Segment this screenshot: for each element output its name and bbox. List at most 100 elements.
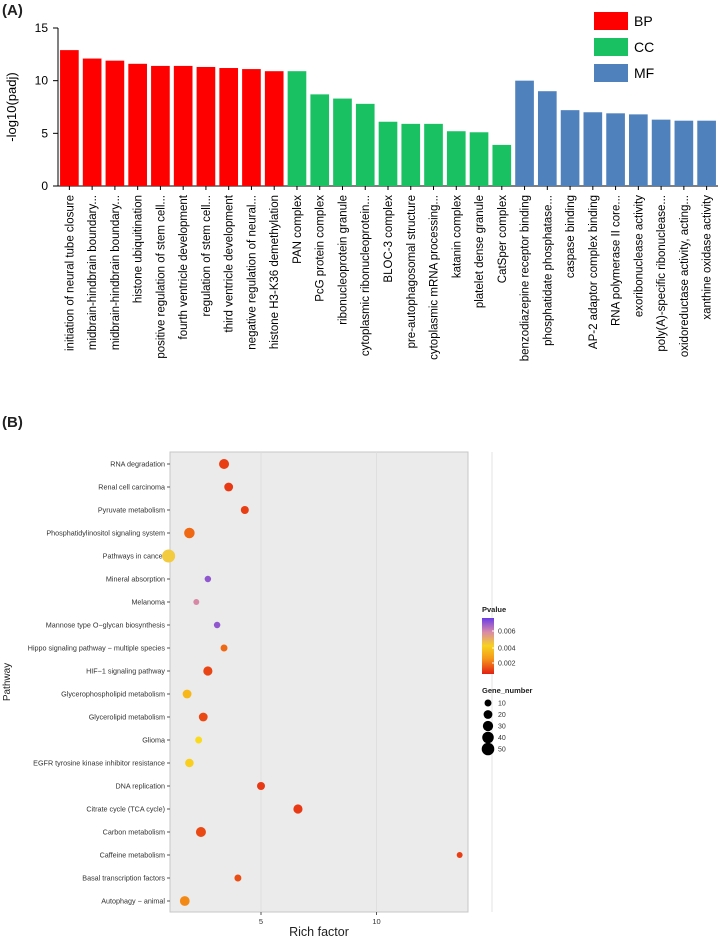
plot-panel (169, 451, 469, 913)
x-tick-label: ribonucleoprotein granule (337, 195, 349, 325)
bar (560, 110, 580, 186)
x-tick-label: phosphatidate phosphatase... (542, 195, 554, 346)
size-legend-dot (482, 720, 494, 732)
bar (60, 50, 79, 187)
colorbar-title: Pvalue (482, 605, 506, 614)
x-tick-label: cytoplasmic ribonucleoprotein... (360, 195, 372, 356)
bar (606, 113, 625, 186)
size-legend-label: 40 (498, 735, 506, 742)
data-point (193, 599, 200, 605)
y-tick-label: Phosphatidylinositol signaling system (46, 529, 165, 538)
y-tick-label: Hippo signaling pathway − multiple speci… (28, 644, 166, 653)
data-point (234, 874, 242, 882)
bar (697, 120, 716, 186)
legend-label: BP (634, 13, 653, 29)
size-legend-label: 20 (498, 712, 506, 719)
y-tick-label: RNA degradation (110, 460, 165, 469)
bar (333, 98, 352, 186)
x-tick-label: PAN complex (292, 195, 304, 264)
x-tick-label: xanthine oxidase activity (702, 195, 714, 320)
size-legend-label: 50 (498, 747, 506, 754)
bar (424, 123, 443, 186)
y-tick-label: HIF−1 signaling pathway (86, 667, 165, 676)
y-tick-label: 5 (41, 126, 48, 140)
y-tick-label: Basal transcription factors (82, 874, 165, 883)
size-legend-dot (483, 710, 493, 719)
y-tick-label: Pathways in cancer (103, 552, 166, 561)
bar (515, 80, 534, 186)
x-tick-label: negative regulation of neural... (246, 195, 258, 350)
y-tick-label: Autophagy − animal (101, 897, 165, 906)
x-tick-label: midbrain-hindbrain boundary... (87, 195, 99, 350)
bar (264, 71, 284, 186)
x-tick-label: histone ubiquitination (133, 195, 145, 303)
bar (401, 123, 421, 186)
y-tick-label: Melanoma (131, 598, 165, 607)
legend-label: MF (634, 65, 654, 81)
y-tick-label: Pyruvate metabolism (98, 506, 165, 515)
bar (537, 91, 557, 186)
y-tick-label: Carbon metabolism (103, 828, 165, 837)
bar (629, 114, 648, 186)
x-tick-label: poly(A)-specific ribonuclease... (656, 195, 668, 352)
x-tick-label: histone H3-K36 demethylation (269, 195, 281, 349)
x-tick-label: cytoplasmic mRNA processing... (429, 195, 441, 360)
colorbar-tick-label: 0.002 (498, 661, 516, 668)
y-tick-label: Caffeine metabolism (100, 851, 165, 860)
x-tick-label: pre-autophagosomal structure (406, 195, 418, 348)
bar (310, 94, 330, 186)
x-tick-label: platelet dense granule (474, 195, 486, 308)
size-legend-title: Gene_number (482, 686, 533, 695)
data-point (293, 804, 303, 814)
bar (196, 66, 216, 186)
data-point (195, 826, 206, 838)
x-tick-label: regulation of stem cell... (201, 195, 213, 316)
colorbar (482, 618, 494, 674)
x-axis-title: Rich factor (289, 925, 349, 936)
data-point (456, 852, 463, 858)
y-axis-title: -log10(padj) (4, 72, 19, 141)
y-tick-label: Renal cell carcinoma (98, 483, 165, 492)
bar (446, 131, 466, 186)
y-tick-label: 15 (35, 21, 49, 35)
y-tick-label: Glycerolipid metabolism (89, 713, 165, 722)
panel-a-label: (A) (2, 2, 23, 19)
bar (583, 112, 603, 186)
data-point (185, 758, 194, 768)
size-legend-label: 10 (498, 701, 506, 708)
data-point (240, 506, 249, 514)
y-axis-title: Pathway (2, 663, 13, 701)
bar (219, 68, 239, 186)
legend-swatch (594, 38, 628, 56)
data-point (162, 549, 176, 563)
scatter-chart: 5 10 RNA degradation Renal cell carcinoma Py… (2, 451, 533, 936)
legend-swatch (594, 64, 628, 82)
x-tick-label: benzodiazepine receptor binding (520, 195, 532, 361)
bar (378, 121, 398, 186)
x-tick-label: fourth ventricle development (178, 194, 190, 339)
bar (151, 65, 170, 186)
x-tick-label: initiation of neural tube closure (64, 195, 76, 351)
panel-b-label: (B) (2, 414, 23, 431)
bar (105, 60, 125, 186)
x-tick-label: oxidoreductase activity, acting... (679, 195, 691, 357)
bar-chart: 0 5 10 15 -log10(padj) initiation of neural t… (4, 12, 718, 361)
bar (492, 144, 512, 186)
bar (469, 132, 489, 186)
legend-swatch (594, 12, 628, 30)
x-tick-label: PcG protein complex (315, 195, 327, 302)
bar (355, 103, 375, 186)
bar (128, 63, 147, 186)
data-point (204, 575, 212, 583)
y-tick-label: Glioma (142, 736, 165, 745)
y-tick-label: Citrate cycle (TCA cycle) (86, 805, 165, 814)
size-legend-dot (481, 742, 495, 756)
bar (173, 65, 193, 186)
x-tick-label: midbrain-hindbrain boundary... (110, 195, 122, 350)
bar (651, 119, 671, 186)
x-tick-label: positive regulation of stem cell... (155, 195, 167, 359)
x-tick-label: katanin complex (451, 195, 463, 278)
size-legend-dot (484, 699, 492, 707)
y-tick-label: 0 (41, 179, 48, 193)
y-tick-label: Glycerophospholipid metabolism (61, 690, 165, 699)
